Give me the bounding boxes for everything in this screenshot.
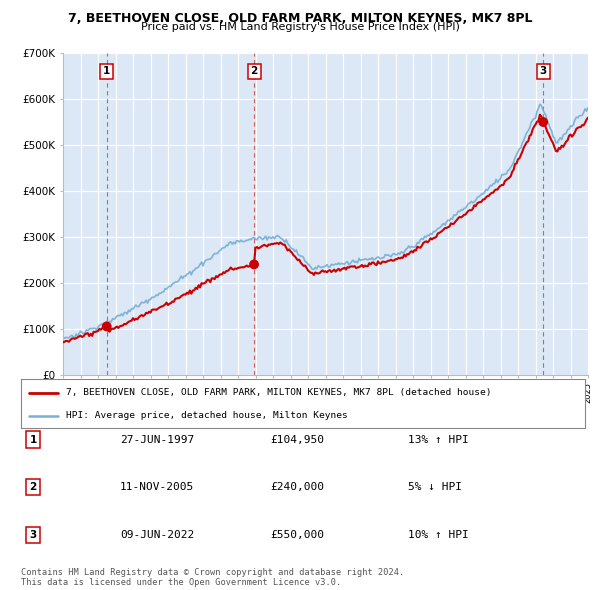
Text: 7, BEETHOVEN CLOSE, OLD FARM PARK, MILTON KEYNES, MK7 8PL: 7, BEETHOVEN CLOSE, OLD FARM PARK, MILTO… (68, 12, 532, 25)
Text: This data is licensed under the Open Government Licence v3.0.: This data is licensed under the Open Gov… (21, 578, 341, 587)
Text: £240,000: £240,000 (270, 482, 324, 491)
Text: 10% ↑ HPI: 10% ↑ HPI (408, 530, 469, 540)
Text: £550,000: £550,000 (270, 530, 324, 540)
Text: 7, BEETHOVEN CLOSE, OLD FARM PARK, MILTON KEYNES, MK7 8PL (detached house): 7, BEETHOVEN CLOSE, OLD FARM PARK, MILTO… (66, 388, 491, 398)
Text: 2: 2 (29, 482, 37, 491)
Text: £104,950: £104,950 (270, 435, 324, 444)
Text: Price paid vs. HM Land Registry's House Price Index (HPI): Price paid vs. HM Land Registry's House … (140, 22, 460, 32)
Text: 1: 1 (29, 435, 37, 444)
Point (102, 322, 112, 331)
Text: 3: 3 (29, 530, 37, 540)
Text: 5% ↓ HPI: 5% ↓ HPI (408, 482, 462, 491)
Text: 09-JUN-2022: 09-JUN-2022 (120, 530, 194, 540)
Text: Contains HM Land Registry data © Crown copyright and database right 2024.: Contains HM Land Registry data © Crown c… (21, 568, 404, 576)
Text: 13% ↑ HPI: 13% ↑ HPI (408, 435, 469, 444)
Text: 11-NOV-2005: 11-NOV-2005 (120, 482, 194, 491)
Text: HPI: Average price, detached house, Milton Keynes: HPI: Average price, detached house, Milt… (66, 411, 348, 420)
Text: 27-JUN-1997: 27-JUN-1997 (120, 435, 194, 444)
Text: 3: 3 (539, 67, 547, 77)
Point (538, 117, 548, 127)
Point (249, 260, 259, 269)
Text: 1: 1 (103, 67, 110, 77)
Text: 2: 2 (250, 67, 257, 77)
